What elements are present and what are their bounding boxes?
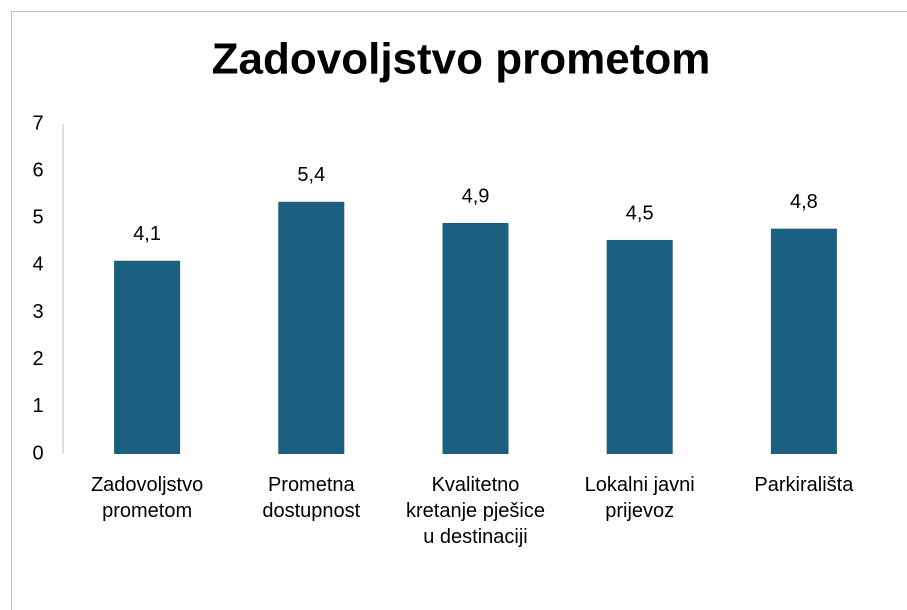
y-tick-label: 7 bbox=[32, 112, 43, 134]
frame bbox=[11, 11, 907, 610]
x-tick-label: Zadovoljstvo prometom bbox=[90, 474, 204, 522]
y-tick-label: 5 bbox=[32, 207, 43, 229]
x-tick-label: Parkirališta bbox=[754, 474, 854, 496]
data-label: 4,9 bbox=[462, 185, 490, 207]
x-tick-label: Kvalitetno kretanje pješice u destinacij… bbox=[406, 474, 545, 548]
y-tick-label: 4 bbox=[32, 254, 43, 276]
bar bbox=[606, 239, 673, 454]
data-label: 5,4 bbox=[297, 164, 325, 186]
x-tick-label: Lokalni javni prijevoz bbox=[584, 474, 695, 522]
bar bbox=[770, 228, 837, 454]
y-tick-label: 6 bbox=[32, 159, 43, 181]
data-label: 4,8 bbox=[790, 191, 818, 213]
y-tick-label: 0 bbox=[32, 442, 43, 464]
y-tick-label: 1 bbox=[32, 395, 43, 417]
bar bbox=[442, 223, 509, 454]
bar bbox=[278, 201, 345, 454]
data-label: 4,5 bbox=[626, 202, 654, 224]
data-label: 4,1 bbox=[133, 223, 161, 245]
x-tick-label: Prometna dostupnost bbox=[262, 474, 361, 522]
bar bbox=[114, 260, 181, 454]
y-tick-label: 2 bbox=[32, 348, 43, 370]
y-tick-label: 3 bbox=[32, 301, 43, 323]
chart-title: Zadovoljstvo prometom bbox=[212, 35, 711, 84]
